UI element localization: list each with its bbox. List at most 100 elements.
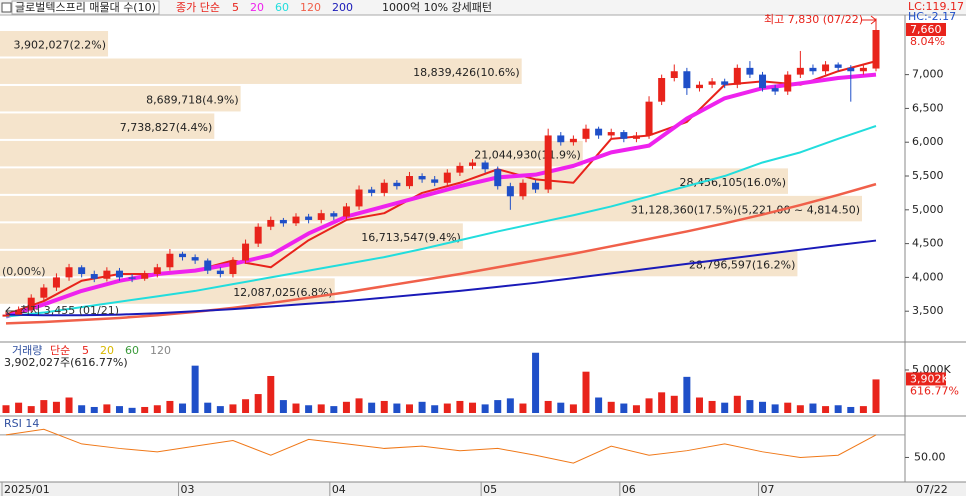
candle-body: [469, 162, 477, 166]
title-box[interactable]: [11, 0, 160, 15]
candle-body: [317, 213, 325, 220]
candle-body: [279, 219, 287, 224]
low-arrow: [5, 306, 17, 316]
y-tick-label: 5,000: [912, 203, 944, 216]
volume-ma-entry: 20: [100, 344, 114, 357]
volume-bar: [544, 400, 552, 413]
candle-body: [380, 182, 388, 193]
legend-icon[interactable]: [1, 2, 12, 13]
volume-profile-bar: [0, 250, 798, 277]
candle-body: [847, 67, 855, 72]
volume-bar: [695, 397, 703, 413]
candle-body: [2, 314, 10, 317]
volume-bar: [279, 400, 287, 413]
y-tick-label: 4,000: [912, 270, 944, 283]
volume-ma-entry: 60: [125, 344, 139, 357]
volume-bar: [27, 406, 35, 413]
candle-body: [141, 274, 149, 279]
legend-bar: [0, 0, 966, 15]
volume-profile-bar: [0, 58, 522, 84]
rsi-line: [5, 428, 877, 464]
volume-profile-bar: [0, 195, 862, 222]
x-axis-bar: [0, 482, 966, 496]
volume-bar: [242, 399, 250, 413]
volume-bar: [52, 401, 60, 413]
volume-bar: [494, 400, 502, 413]
volume-bar: [809, 403, 817, 413]
volume-bar: [721, 402, 729, 413]
volume-profile-bar: [0, 140, 583, 167]
moving-average-line: [5, 239, 877, 317]
volume-bar: [443, 403, 451, 413]
lc-label: LC:119.17: [908, 0, 964, 13]
last-price-box: [906, 23, 946, 37]
y-tick-label: 4,500: [912, 237, 944, 250]
candle-body: [595, 128, 603, 136]
volume-ma-entry: 5: [82, 344, 89, 357]
candle-body: [771, 88, 779, 92]
candle-body: [872, 30, 880, 69]
candle-body: [355, 189, 363, 207]
volume-profile-label: 18,839,426(10.6%): [413, 66, 520, 79]
volume-ma-label: 단순: [50, 344, 70, 357]
candle-body: [759, 74, 767, 89]
ma-legend-entry: 200: [332, 1, 353, 14]
x-tick-label: 07: [761, 483, 775, 496]
candle-body: [229, 260, 237, 275]
volume-bar: [330, 406, 338, 413]
volume-profile-bar: [0, 223, 463, 249]
candle-body: [607, 132, 615, 136]
candle-body: [532, 182, 540, 190]
candle-body: [153, 267, 161, 275]
volume-current-pct: 616.77%: [910, 384, 959, 397]
volume-bar: [683, 376, 691, 413]
candle-body: [632, 135, 640, 139]
candle-body: [342, 206, 350, 217]
candle-body: [15, 309, 23, 315]
ma-legend-entry: 20: [250, 1, 264, 14]
volume-bar: [645, 398, 653, 413]
volume-bar: [90, 406, 98, 413]
volume-profile-bar: [0, 168, 789, 194]
y-tick-label: 5,500: [912, 169, 944, 182]
volume-current-box-label: 3,902K: [910, 372, 949, 385]
candle-body: [494, 169, 502, 187]
high-arrow: [862, 15, 877, 25]
moving-average-line: [5, 125, 877, 318]
ma-legend-entry: 120: [300, 1, 321, 14]
volume-bar: [342, 401, 350, 413]
y-tick-label: 7,000: [912, 68, 944, 81]
volume-bar: [254, 394, 262, 413]
candle-body: [658, 77, 666, 102]
volume-bar: [78, 405, 86, 413]
candle-body: [557, 135, 565, 143]
high-annotation: 최고 7,830 (07/22): [764, 13, 863, 26]
candle-body: [443, 172, 451, 183]
x-tick-label: 2025/01: [4, 483, 50, 496]
volume-bar: [456, 400, 464, 413]
candle-body: [582, 128, 590, 139]
candle-body: [481, 162, 489, 170]
volume-bar: [103, 404, 111, 413]
volume-current-label: 3,902,027주(616.77%): [4, 356, 128, 369]
volume-bar: [632, 405, 640, 413]
candle-body: [204, 260, 212, 271]
volume-bar: [658, 392, 666, 413]
candle-body: [569, 138, 577, 143]
volume-bar: [733, 395, 741, 413]
volume-ma-entry: 120: [150, 344, 171, 357]
volume-bar: [2, 405, 10, 413]
volume-bar: [115, 406, 123, 413]
volume-profile-label: 21,044,930(11.9%): [474, 149, 581, 162]
volume-bar: [582, 371, 590, 413]
candle-body: [292, 216, 300, 224]
volume-bar: [179, 403, 187, 413]
y-tick-label: 3,500: [912, 304, 944, 317]
candle-body: [809, 67, 817, 72]
candle-body: [418, 176, 426, 180]
candle-body: [128, 277, 136, 279]
volume-bar: [15, 402, 23, 413]
volume-bar: [859, 406, 867, 413]
